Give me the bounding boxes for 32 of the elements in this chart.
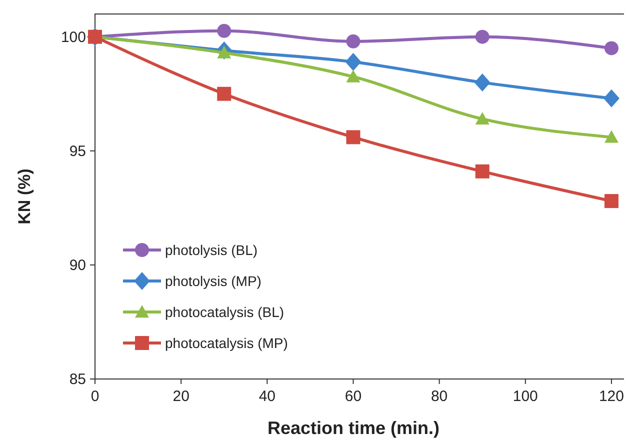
x-tick-label: 0	[90, 388, 100, 405]
point	[474, 73, 490, 92]
legend-label: photolysis (BL)	[165, 242, 258, 258]
legend-label: photocatalysis (BL)	[165, 304, 284, 320]
y-tick-label: 95	[69, 142, 86, 160]
y-tick-label: 100	[60, 28, 86, 46]
point	[475, 112, 490, 125]
x-tick-label: 100	[512, 388, 538, 405]
point	[604, 130, 618, 143]
point	[217, 24, 232, 38]
point	[217, 86, 232, 101]
point	[604, 194, 618, 208]
point	[604, 41, 618, 56]
x-tick-label: 20	[172, 388, 190, 405]
point	[475, 164, 490, 178]
x-tick-label: 120	[598, 388, 624, 405]
x-tick-label: 40	[258, 388, 276, 405]
y-axis-title: KN (%)	[15, 168, 34, 224]
point	[603, 89, 620, 108]
x-tick-label: 60	[344, 388, 362, 405]
point	[345, 52, 362, 71]
x-axis-title: Reaction time (min.)	[267, 418, 440, 438]
point	[346, 130, 360, 144]
legend-label: photocatalysis (MP)	[165, 335, 288, 351]
point	[346, 70, 360, 82]
legend-label: photolysis (MP)	[165, 273, 262, 289]
x-tick-label: 80	[430, 388, 448, 405]
y-tick-label: 90	[69, 256, 86, 274]
point	[475, 30, 490, 44]
y-tick-label: 85	[69, 371, 86, 388]
point	[217, 46, 232, 58]
point	[346, 34, 360, 48]
